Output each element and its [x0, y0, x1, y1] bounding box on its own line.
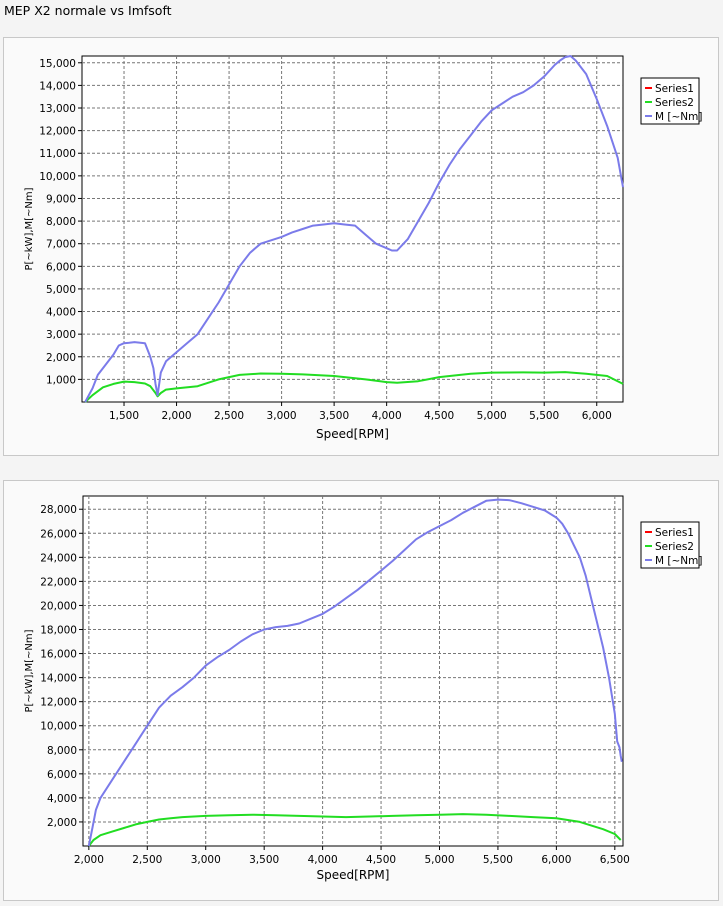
series-line	[88, 813, 622, 847]
x-tick-label: 4,000	[308, 854, 338, 866]
y-tick-label: 9,000	[46, 193, 76, 205]
y-axis-title: P[~kW],M[~Nm]	[24, 629, 35, 712]
x-tick-label: 3,500	[319, 410, 349, 422]
x-tick-label: 2,000	[162, 410, 192, 422]
x-tick-label: 2,500	[214, 410, 244, 422]
x-tick-label: 6,000	[541, 854, 571, 866]
legend: Series1 Series2 M [~Nm]	[640, 521, 702, 569]
y-tick-label: 26,000	[40, 528, 77, 540]
legend-label: Series1	[655, 527, 694, 539]
legend-label: Series2	[655, 541, 694, 553]
y-tick-label: 10,000	[40, 721, 77, 733]
y-tick-label: 18,000	[40, 625, 77, 637]
y-tick-label: 13,000	[39, 103, 76, 115]
y-tick-label: 2,000	[47, 817, 77, 829]
y-tick-label: 4,000	[47, 793, 77, 805]
series-line	[84, 55, 624, 403]
y-tick-label: 8,000	[46, 216, 76, 228]
x-tick-label: 6,500	[600, 854, 630, 866]
y-tick-label: 6,000	[47, 769, 77, 781]
x-tick-label: 4,500	[366, 854, 396, 866]
y-tick-label: 22,000	[40, 576, 77, 588]
y-tick-label: 28,000	[40, 504, 77, 516]
y-tick-label: 2,000	[46, 352, 76, 364]
y-axis-title: P[~kW],M[~Nm]	[24, 187, 35, 270]
x-tick-label: 2,500	[132, 854, 162, 866]
chart-panel-top: 1,500 2,000 2,500 3,000 3,500 4,000 4,500 5,000…	[3, 37, 719, 456]
y-tick-label: 1,000	[46, 374, 76, 386]
y-tick-label: 8,000	[47, 745, 77, 757]
x-tick-label: 3,000	[267, 410, 297, 422]
chart-top: 1,500 2,000 2,500 3,000 3,500 4,000 4,500 5,000…	[24, 55, 702, 441]
page-title: MEP X2 normale vs Imfsoft	[4, 3, 172, 18]
x-tick-label: 3,500	[249, 854, 279, 866]
y-tick-label: 10,000	[39, 171, 76, 183]
plot-area	[82, 495, 624, 847]
legend-label: Series2	[655, 97, 694, 109]
legend-label: Series1	[655, 83, 694, 95]
y-tick-label: 12,000	[40, 697, 77, 709]
y-tick-label: 5,000	[46, 284, 76, 296]
x-axis-title: Speed[RPM]	[316, 427, 389, 441]
x-tick-label: 5,000	[424, 854, 454, 866]
x-axis-title: Speed[RPM]	[317, 868, 390, 882]
x-tick-label: 3,000	[191, 854, 221, 866]
plot-area	[81, 55, 624, 403]
y-tick-label: 14,000	[40, 673, 77, 685]
series-line	[84, 371, 624, 403]
legend-label: M [~Nm]	[655, 111, 702, 123]
x-tick-label: 4,000	[372, 410, 402, 422]
y-tick-label: 20,000	[40, 600, 77, 612]
x-tick-label: 6,000	[582, 410, 612, 422]
chart-bottom: 2,000 2,500 3,000 3,500 4,000 4,500 5,000 5,500…	[24, 495, 702, 882]
x-tick-label: 5,500	[529, 410, 559, 422]
x-tick-label: 2,000	[74, 854, 104, 866]
series-line	[87, 498, 623, 847]
legend-label: M [~Nm]	[655, 555, 702, 567]
y-tick-label: 4,000	[46, 307, 76, 319]
y-tick-label: 11,000	[39, 148, 76, 160]
y-tick-label: 3,000	[46, 329, 76, 341]
y-tick-label: 12,000	[39, 126, 76, 138]
y-tick-label: 16,000	[40, 649, 77, 661]
y-tick-label: 24,000	[40, 552, 77, 564]
x-tick-label: 4,500	[424, 410, 454, 422]
legend: Series1 Series2 M [~Nm]	[640, 77, 702, 125]
y-tick-label: 6,000	[46, 261, 76, 273]
x-tick-label: 1,500	[109, 410, 139, 422]
x-tick-label: 5,500	[483, 854, 513, 866]
y-tick-label: 15,000	[39, 58, 76, 70]
chart-panel-bottom: 2,000 2,500 3,000 3,500 4,000 4,500 5,000 5,500…	[3, 480, 719, 901]
y-tick-label: 7,000	[46, 239, 76, 251]
y-tick-label: 14,000	[39, 80, 76, 92]
x-tick-label: 5,000	[477, 410, 507, 422]
